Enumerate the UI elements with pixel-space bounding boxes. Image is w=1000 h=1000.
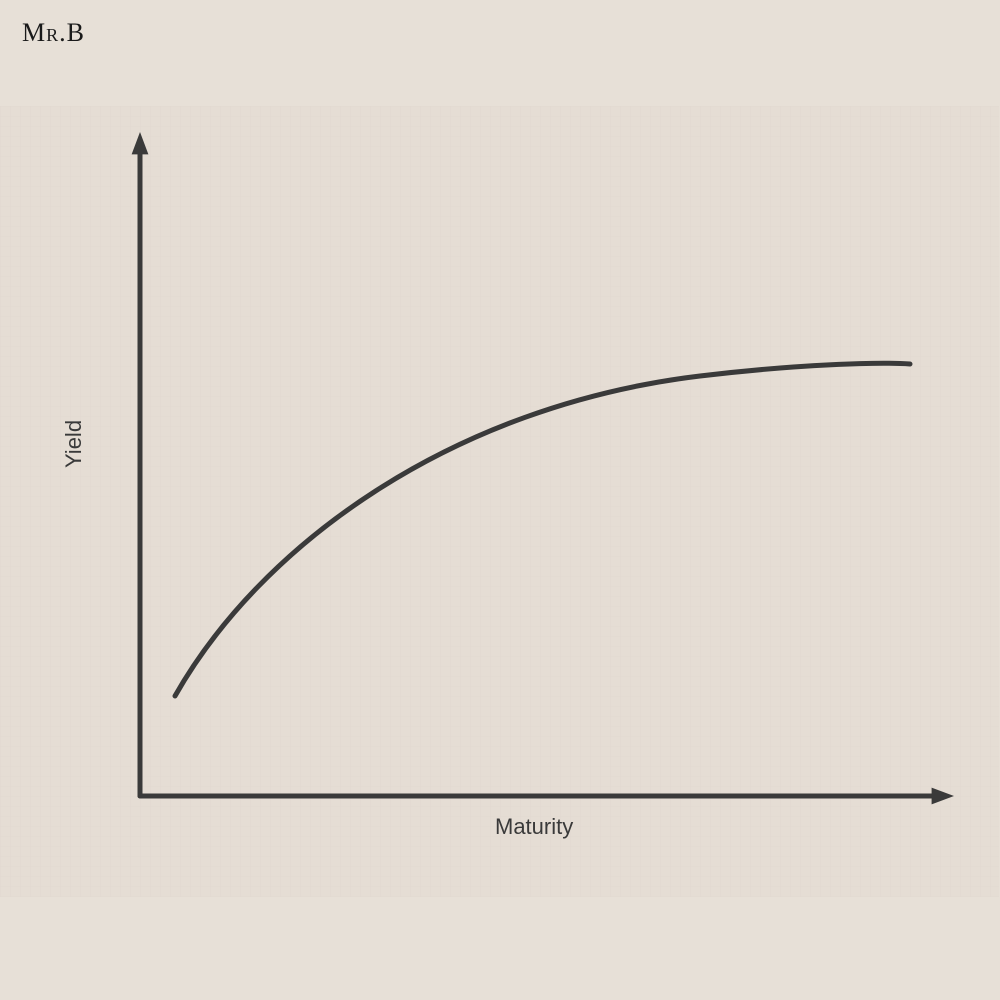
page-root: Mr.B Yield Maturity xyxy=(0,0,1000,1000)
brand-logo: Mr.B xyxy=(22,18,85,48)
x-axis-label: Maturity xyxy=(495,814,573,840)
chart-container: Yield Maturity xyxy=(0,106,999,897)
y-axis-label: Yield xyxy=(61,420,87,468)
yield-curve-chart xyxy=(0,106,999,897)
brand-logo-text: Mr.B xyxy=(22,18,85,47)
chart-grid xyxy=(0,106,999,897)
